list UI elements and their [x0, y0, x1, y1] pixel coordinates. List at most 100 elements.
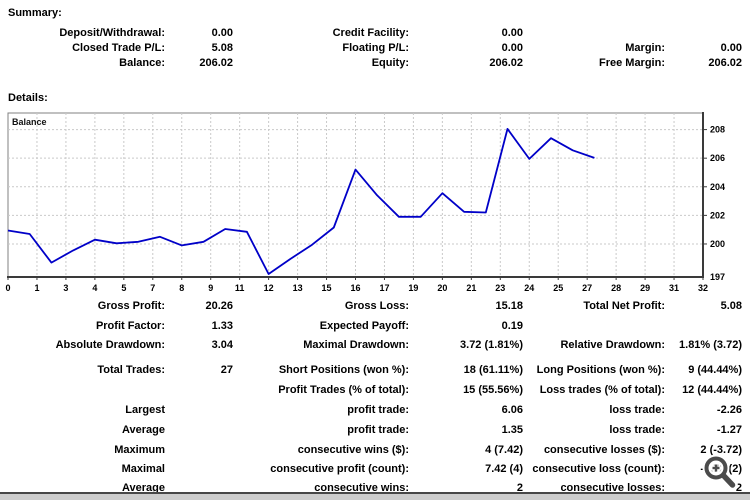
- summary-stat-value: 0.00: [501, 42, 523, 54]
- svg-text:31: 31: [669, 283, 679, 293]
- svg-text:1: 1: [34, 283, 39, 293]
- detail-stat-label: consecutive profit (count):: [270, 463, 409, 475]
- detail-stat-value: 2 (-3.72): [700, 444, 742, 456]
- svg-text:8: 8: [179, 283, 184, 293]
- detail-stat-label: consecutive wins:: [314, 482, 409, 494]
- svg-text:29: 29: [640, 283, 650, 293]
- svg-text:208: 208: [710, 125, 725, 135]
- svg-text:5: 5: [121, 283, 126, 293]
- summary-section-title: Summary:: [8, 7, 62, 19]
- detail-stat-value: 2: [516, 482, 523, 494]
- svg-text:12: 12: [264, 283, 274, 293]
- details-section-title: Details:: [8, 92, 48, 104]
- svg-text:13: 13: [293, 283, 303, 293]
- detail-stat-value: 1.81% (3.72): [679, 339, 742, 351]
- detail-stat-label: Total Net Profit:: [583, 300, 665, 312]
- zoom-in-magnifier-icon[interactable]: [701, 454, 743, 494]
- detail-stat-value: -1.27: [716, 424, 742, 436]
- detail-stat-label: consecutive losses ($):: [543, 444, 665, 456]
- detail-stat-value: -2.26: [716, 404, 742, 416]
- chart-legend-balance: Balance: [12, 117, 47, 127]
- detail-stat-label: Expected Payoff:: [319, 320, 409, 332]
- svg-text:3: 3: [63, 283, 68, 293]
- svg-text:19: 19: [408, 283, 418, 293]
- detail-stat-label: Profit Factor:: [95, 320, 165, 332]
- svg-text:206: 206: [710, 153, 725, 163]
- detail-stat-label: Short Positions (won %):: [278, 364, 409, 376]
- detail-stat-label: Total Trades:: [97, 364, 165, 376]
- detail-stat-label: Relative Drawdown:: [560, 339, 665, 351]
- svg-text:0: 0: [5, 283, 10, 293]
- svg-text:9: 9: [208, 283, 213, 293]
- svg-text:197: 197: [710, 272, 725, 282]
- detail-stat-value: 6.06: [501, 404, 523, 416]
- detail-stat-value: 9 (44.44%): [688, 364, 742, 376]
- detail-stat-value: 3.04: [211, 339, 233, 351]
- svg-text:4: 4: [92, 283, 97, 293]
- detail-stat-value: 0.19: [501, 320, 523, 332]
- detail-stat-label: Maximal: [121, 463, 165, 475]
- detail-stat-label: Gross Loss:: [344, 300, 409, 312]
- detail-stat-label: Gross Profit:: [97, 300, 165, 312]
- detail-stat-value: 1.33: [211, 320, 233, 332]
- detail-stat-label: profit trade:: [347, 424, 409, 436]
- detail-stat-label: Profit Trades (% of total):: [278, 384, 409, 396]
- svg-text:202: 202: [710, 210, 725, 220]
- summary-stat-label: Floating P/L:: [342, 42, 409, 54]
- detail-stat-value: 18 (61.11%): [463, 364, 523, 376]
- detail-stat-label: Long Positions (won %):: [536, 364, 665, 376]
- detail-stat-label: Largest: [125, 404, 165, 416]
- svg-text:20: 20: [437, 283, 447, 293]
- svg-text:11: 11: [235, 283, 245, 293]
- svg-text:24: 24: [524, 283, 534, 293]
- detail-stat-label: Loss trades (% of total):: [539, 384, 665, 396]
- summary-stat-value: 0.00: [211, 27, 233, 39]
- detail-stat-label: Maximal Drawdown:: [303, 339, 409, 351]
- detail-stat-value: 1.35: [501, 424, 523, 436]
- detail-stat-label: loss trade:: [609, 404, 665, 416]
- svg-text:7: 7: [150, 283, 155, 293]
- summary-stat-label: Closed Trade P/L:: [72, 42, 165, 54]
- summary-stat-label: Free Margin:: [598, 57, 665, 69]
- report-bottom-strip: [0, 494, 750, 500]
- detail-stat-label: profit trade:: [347, 404, 409, 416]
- report-bottom-border: [0, 492, 750, 494]
- summary-stat-label: Equity:: [371, 57, 409, 69]
- svg-text:204: 204: [710, 182, 725, 192]
- detail-stat-label: Maximum: [114, 444, 165, 456]
- detail-stat-value: 3.72 (1.81%): [460, 339, 523, 351]
- summary-stat-label: Balance:: [119, 57, 165, 69]
- detail-stat-label: loss trade:: [609, 424, 665, 436]
- detail-stat-label: consecutive loss (count):: [532, 463, 665, 475]
- detail-stat-label: Average: [121, 482, 165, 494]
- detail-stat-value: 15 (55.56%): [463, 384, 523, 396]
- detail-stat-value: 20.26: [205, 300, 233, 312]
- detail-stat-value: 15.18: [495, 300, 523, 312]
- balance-chart: 0 1 3 4 5 7 8 9 11 12 13 15 16 17 19 20 21 23 24 25 27 28 29 31…: [0, 105, 750, 300]
- detail-stat-value: 4 (7.42): [485, 444, 523, 456]
- detail-stat-value: 5.08: [720, 300, 742, 312]
- summary-stat-value: 206.02: [708, 57, 742, 69]
- detail-stat-value: 12 (44.44%): [682, 384, 742, 396]
- svg-text:200: 200: [710, 239, 725, 249]
- summary-stat-value: 0.00: [501, 27, 523, 39]
- svg-text:16: 16: [350, 283, 360, 293]
- detail-stat-label: Absolute Drawdown:: [55, 339, 165, 351]
- svg-text:25: 25: [553, 283, 563, 293]
- summary-stat-value: 206.02: [199, 57, 233, 69]
- summary-stat-value: 206.02: [489, 57, 523, 69]
- detail-stat-value: 27: [220, 364, 233, 376]
- detail-stat-value: 7.42 (4): [485, 463, 523, 475]
- svg-text:23: 23: [495, 283, 505, 293]
- summary-stat-label: Margin:: [625, 42, 665, 54]
- summary-stat-value: 0.00: [720, 42, 742, 54]
- detail-stat-label: consecutive wins ($):: [297, 444, 409, 456]
- svg-text:27: 27: [582, 283, 592, 293]
- summary-stat-value: 5.08: [211, 42, 233, 54]
- svg-text:21: 21: [466, 283, 476, 293]
- svg-text:17: 17: [379, 283, 389, 293]
- svg-text:15: 15: [322, 283, 332, 293]
- summary-stat-label: Credit Facility:: [332, 27, 409, 39]
- summary-stat-label: Deposit/Withdrawal:: [59, 27, 165, 39]
